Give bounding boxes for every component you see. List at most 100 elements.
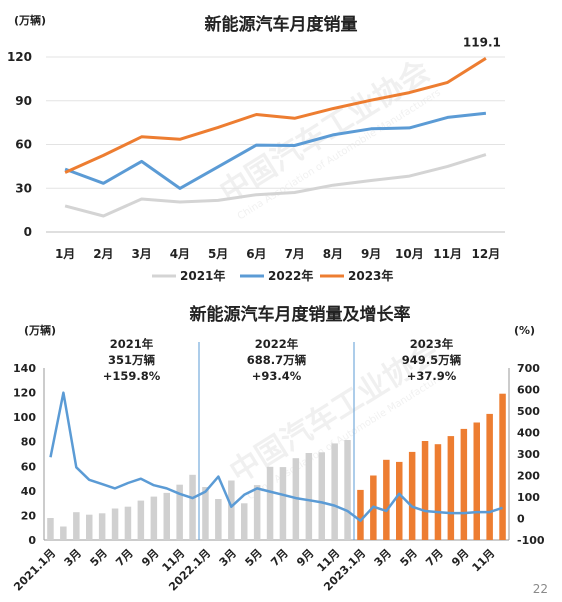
- x-axis-ticks: 1月 2月 3月 4月 5月 6月 7月 8月 9月 10月 11月 12月: [55, 247, 500, 261]
- left-tick-label: 40: [21, 485, 37, 498]
- right-tick-label: -100: [517, 534, 545, 547]
- bar-2021: [124, 506, 132, 540]
- bar-2023: [486, 413, 493, 540]
- right-tick-label: 700: [517, 362, 540, 375]
- y-tick-label: 30: [15, 181, 32, 195]
- bar-2022: [215, 499, 222, 540]
- x-tick-label: 5月: [243, 547, 265, 569]
- right-tick-label: 300: [517, 448, 540, 461]
- legend-label: 2021年: [180, 268, 225, 283]
- y-tick-label: 0: [24, 225, 32, 239]
- left-tick-label: 100: [13, 411, 36, 424]
- right-tick-label: 400: [517, 427, 540, 440]
- year-summaries: 2021年 351万辆 +159.8% 2022年 688.7万辆 +93.4% 2023年…: [103, 337, 462, 383]
- bar-2022: [318, 452, 325, 540]
- y-tick-label: 90: [15, 94, 32, 108]
- bar-2022: [228, 480, 235, 540]
- bar-2022: [241, 503, 248, 540]
- x-tick-label: 9月: [294, 547, 316, 569]
- y-axis-ticks: 0 30 60 90 120: [7, 50, 32, 239]
- bar-2021: [150, 496, 158, 540]
- series-line-2021年: [64, 153, 487, 218]
- y-tick-label: 60: [15, 138, 32, 152]
- chart-title: 新能源汽车月度销量及增长率: [190, 304, 411, 325]
- year-growth: +93.4%: [252, 369, 302, 383]
- x-tick-label: 5月: [398, 547, 420, 569]
- bar-2023: [357, 489, 364, 540]
- x-tick-label: 3月: [217, 547, 239, 569]
- year-label: 2023年: [410, 337, 454, 351]
- bar-2022: [305, 453, 313, 540]
- growth-rate-line: [49, 391, 503, 522]
- bar-2022: [253, 485, 261, 540]
- bar-2023: [447, 436, 455, 540]
- x-tick-label: 8月: [323, 247, 343, 261]
- bar-2021: [137, 500, 145, 540]
- year-growth: +37.9%: [407, 369, 457, 383]
- right-tick-label: 0: [517, 513, 525, 526]
- x-tick-label: 9月: [449, 547, 471, 569]
- x-tick-label: 3月: [62, 547, 84, 569]
- axes: 0 20 40 60 80 100 120 140 -100 0 100 200 300 400 500 60…: [13, 362, 545, 547]
- left-tick-label: 0: [28, 534, 36, 547]
- bar-2021: [60, 526, 67, 540]
- year-total: 949.5万辆: [402, 353, 462, 367]
- series-line-2023年: [64, 57, 487, 174]
- x-tick-label: 11月: [470, 547, 498, 575]
- bar-2021: [111, 508, 119, 540]
- left-tick-label: 80: [21, 436, 37, 449]
- bar-2023: [499, 393, 506, 540]
- year-growth: +159.8%: [103, 369, 161, 383]
- bar-2023: [408, 451, 416, 540]
- x-tick-label: 5月: [88, 547, 110, 569]
- right-tick-label: 200: [517, 470, 540, 483]
- year-label: 2021年: [110, 337, 154, 351]
- bar-2021: [163, 492, 170, 540]
- bar-2023: [434, 444, 442, 540]
- bar-2023: [473, 422, 480, 540]
- bar-2023: [421, 441, 429, 540]
- x-tick-label: 2021.1月: [11, 547, 58, 594]
- bar-2022: [331, 443, 338, 540]
- x-tick-label: 9月: [361, 247, 381, 261]
- series-line-2022年: [64, 111, 487, 190]
- x-tick-label: 3月: [131, 247, 151, 261]
- left-tick-label: 60: [21, 460, 37, 473]
- year-label: 2022年: [255, 337, 299, 351]
- left-axis-unit: (万辆): [24, 323, 56, 337]
- y-tick-label: 120: [7, 50, 32, 64]
- y-axis-unit: (万辆): [14, 13, 46, 27]
- growth-line: [49, 391, 503, 522]
- x-tick-label: 3月: [372, 547, 394, 569]
- bar-2023: [383, 459, 390, 540]
- left-tick-label: 120: [13, 387, 36, 400]
- x-tick-label: 7月: [268, 547, 290, 569]
- bar-2022: [202, 487, 209, 540]
- bar-2021: [189, 474, 196, 540]
- right-tick-label: 500: [517, 405, 540, 418]
- x-tick-label: 12月: [472, 247, 501, 261]
- x-tick-label: 11月: [433, 247, 462, 261]
- legend-label: 2022年: [268, 268, 313, 283]
- right-tick-label: 600: [517, 384, 540, 397]
- bar-2021: [86, 514, 93, 540]
- bar-2021: [47, 518, 54, 540]
- chart-title: 新能源汽车月度销量: [205, 14, 358, 35]
- x-tick-label: 9月: [139, 547, 161, 569]
- bar-2023: [460, 428, 468, 540]
- page-number: 22: [532, 582, 548, 596]
- peak-value-label: 119.1: [463, 35, 501, 49]
- left-tick-label: 20: [21, 509, 37, 522]
- bar-2021: [98, 513, 106, 540]
- right-axis-unit: (%): [514, 324, 535, 337]
- series-lines: [64, 57, 487, 218]
- year-total: 688.7万辆: [247, 353, 307, 367]
- left-tick-label: 140: [13, 362, 36, 375]
- right-tick-label: 100: [517, 491, 540, 504]
- bar-2022: [266, 466, 274, 540]
- x-tick-label: 7月: [423, 547, 445, 569]
